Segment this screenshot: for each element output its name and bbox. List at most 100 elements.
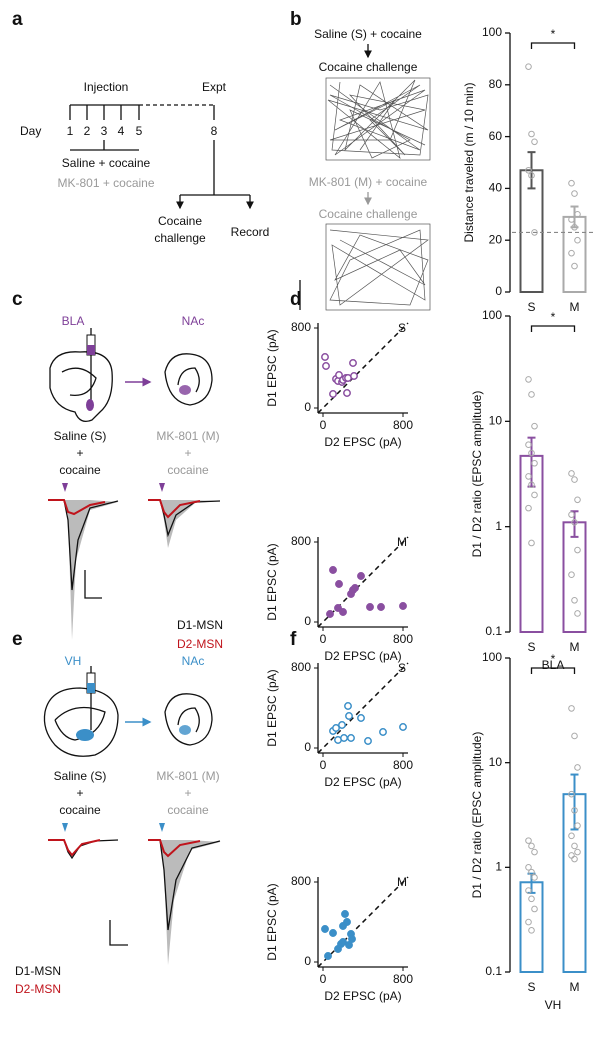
panel-label: f bbox=[290, 629, 297, 650]
significance: * bbox=[551, 652, 556, 666]
group-label: Saline (S) + cocaine bbox=[314, 27, 422, 41]
data-point bbox=[571, 190, 578, 197]
data-point bbox=[525, 376, 532, 383]
x-axis-label: D2 EPSC (pA) bbox=[324, 989, 401, 1003]
y-tick-label: 0 bbox=[304, 954, 311, 968]
group-label: + bbox=[184, 786, 191, 800]
y-axis-label: D1 / D2 ratio (EPSC amplitude) bbox=[470, 391, 484, 558]
x-tick-label: 0 bbox=[320, 632, 327, 646]
panel-label: d bbox=[290, 289, 302, 310]
y-axis-label: D1 EPSC (pA) bbox=[265, 883, 279, 960]
plot-label: M bbox=[397, 875, 407, 889]
data-point bbox=[335, 580, 343, 588]
data-point bbox=[347, 734, 355, 742]
group-label: + bbox=[76, 446, 83, 460]
day-number: 2 bbox=[84, 124, 91, 138]
x-tick-label: S bbox=[527, 300, 535, 314]
day-number: 3 bbox=[101, 124, 108, 138]
data-point bbox=[574, 764, 581, 771]
group-label: MK-801 (M) bbox=[156, 769, 219, 783]
data-point bbox=[364, 737, 372, 745]
day-number: 5 bbox=[136, 124, 143, 138]
data-point bbox=[528, 481, 535, 489]
data-point bbox=[568, 705, 575, 712]
data-point bbox=[339, 938, 347, 946]
data-point bbox=[332, 724, 340, 732]
data-point bbox=[525, 864, 532, 871]
data-point bbox=[574, 211, 581, 218]
group-label: + bbox=[76, 786, 83, 800]
x-tick-label: 800 bbox=[393, 418, 413, 432]
data-point bbox=[329, 929, 337, 937]
data-point bbox=[339, 922, 347, 930]
data-point bbox=[528, 927, 535, 934]
data-point bbox=[379, 728, 387, 736]
data-point bbox=[528, 172, 535, 179]
data-point bbox=[528, 391, 535, 398]
legend-label: D2-MSN bbox=[15, 982, 61, 996]
data-point bbox=[329, 566, 337, 574]
data-point bbox=[568, 470, 575, 477]
group-label: Saline (S) bbox=[54, 429, 107, 443]
x-tick-label: M bbox=[570, 640, 580, 654]
x-tick-label: 800 bbox=[393, 972, 413, 986]
unity-line bbox=[317, 322, 409, 414]
significance-bracket bbox=[530, 325, 576, 332]
region-label: NAc bbox=[182, 314, 205, 328]
group-label: Saline + cocaine bbox=[62, 156, 151, 170]
y-tick-label: 0.1 bbox=[485, 624, 502, 638]
data-point bbox=[568, 179, 575, 187]
x-tick-label: 0 bbox=[320, 758, 327, 772]
x-tick-label: S bbox=[527, 640, 535, 654]
data-point bbox=[528, 842, 535, 850]
x-tick-label: M bbox=[570, 980, 580, 994]
data-point bbox=[344, 702, 352, 710]
y-tick-label: 0 bbox=[304, 400, 311, 414]
data-point bbox=[531, 422, 538, 430]
data-point bbox=[525, 441, 532, 449]
data-point bbox=[321, 925, 329, 933]
region-label: BLA bbox=[62, 314, 85, 328]
significance-bracket bbox=[530, 667, 576, 674]
y-tick-label: 10 bbox=[489, 414, 503, 428]
data-point bbox=[571, 519, 578, 526]
group-label: cocaine bbox=[167, 463, 209, 477]
bar bbox=[562, 521, 587, 633]
data-point bbox=[568, 832, 575, 840]
y-tick-label: 40 bbox=[489, 181, 503, 195]
data-point bbox=[525, 63, 532, 70]
data-point bbox=[574, 236, 581, 244]
y-tick-label: 100 bbox=[482, 650, 502, 664]
data-point bbox=[571, 262, 578, 270]
x-axis-label: BLA bbox=[542, 658, 565, 672]
x-tick-label: M bbox=[570, 300, 580, 314]
day-number: 4 bbox=[118, 124, 125, 138]
y-tick-label: 0 bbox=[495, 284, 502, 298]
epsc-traces bbox=[48, 483, 221, 640]
day-number: 8 bbox=[211, 124, 218, 138]
y-tick-label: 0 bbox=[304, 740, 311, 754]
epsc-traces bbox=[48, 823, 221, 965]
y-tick-label: 80 bbox=[489, 77, 503, 91]
significance: * bbox=[551, 27, 556, 41]
y-axis-label: D1 EPSC (pA) bbox=[265, 543, 279, 620]
data-point bbox=[525, 887, 532, 894]
data-point bbox=[399, 602, 407, 610]
timeline-label: Injection bbox=[84, 80, 129, 94]
group-label: cocaine bbox=[59, 463, 101, 477]
y-tick-label: 20 bbox=[489, 232, 503, 246]
x-tick-label: 800 bbox=[393, 758, 413, 772]
unity-line bbox=[317, 662, 409, 754]
data-point bbox=[531, 459, 538, 467]
data-point bbox=[528, 868, 535, 876]
data-point bbox=[531, 138, 538, 146]
data-point bbox=[571, 732, 578, 740]
data-point bbox=[574, 496, 581, 504]
data-point bbox=[571, 807, 578, 814]
day-number: 1 bbox=[67, 124, 74, 138]
data-point bbox=[399, 723, 407, 731]
trajectory bbox=[325, 77, 431, 161]
data-point bbox=[528, 449, 535, 457]
data-point bbox=[349, 359, 357, 367]
